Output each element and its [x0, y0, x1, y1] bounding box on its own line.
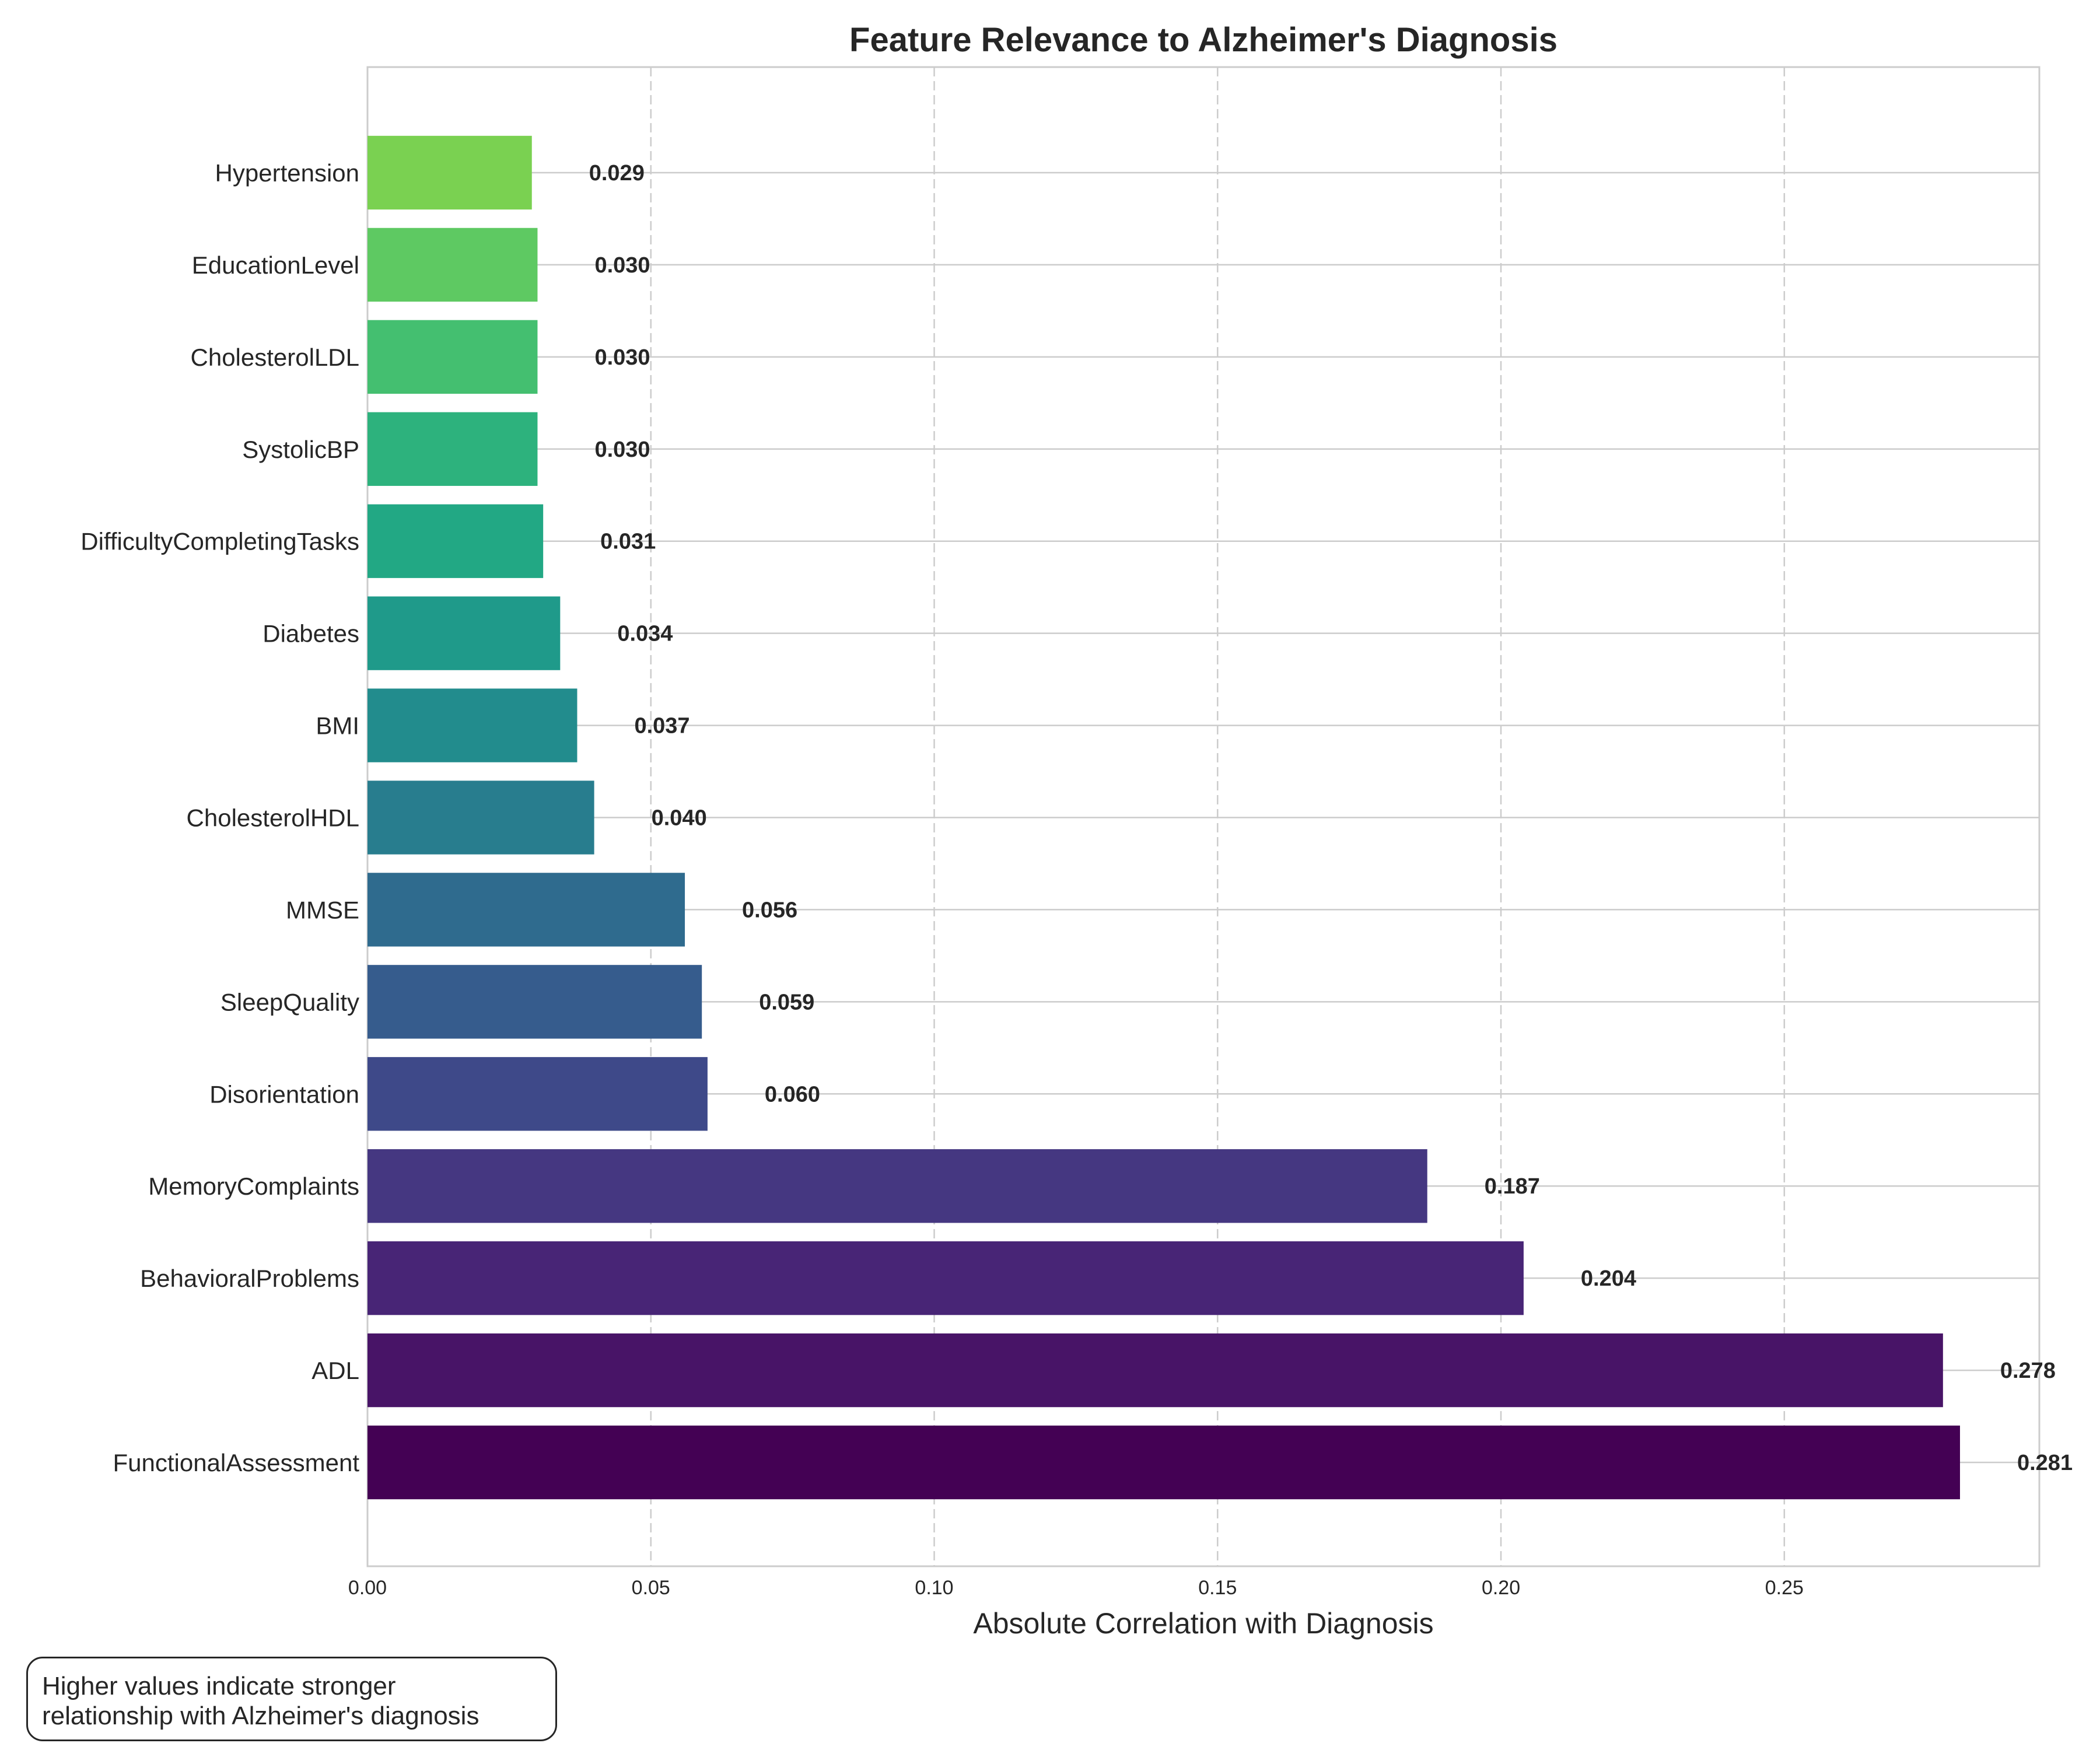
category-label: DifficultyCompletingTasks — [80, 528, 359, 555]
value-label: 0.204 — [1581, 1266, 1636, 1291]
category-label: MemoryComplaints — [148, 1172, 359, 1200]
category-label: SystolicBP — [242, 436, 359, 463]
plot-area — [366, 66, 2041, 1567]
bar — [368, 412, 538, 486]
bar — [368, 688, 578, 762]
category-label: FunctionalAssessment — [113, 1449, 359, 1476]
category-label: CholesterolHDL — [187, 804, 359, 832]
category-label: BMI — [316, 712, 359, 740]
x-tick-label: 0.20 — [1482, 1577, 1520, 1599]
value-label: 0.060 — [765, 1082, 820, 1107]
bar — [368, 780, 594, 855]
x-tick-label: 0.05 — [632, 1577, 670, 1599]
x-axis-label: Absolute Correlation with Diagnosis — [973, 1607, 1433, 1640]
value-label: 0.059 — [759, 990, 814, 1014]
category-label: SleepQuality — [220, 988, 359, 1016]
value-label: 0.187 — [1485, 1174, 1540, 1199]
value-label: 0.278 — [2000, 1359, 2056, 1383]
bar — [368, 1241, 1524, 1315]
bar — [368, 596, 561, 670]
category-label: Diabetes — [262, 620, 359, 648]
category-label: MMSE — [286, 896, 359, 923]
value-label: 0.040 — [652, 806, 707, 831]
category-label: Disorientation — [209, 1080, 359, 1108]
bar — [368, 1149, 1427, 1223]
value-label: 0.029 — [589, 161, 645, 186]
category-label: BehavioralProblems — [140, 1265, 359, 1292]
value-label: 0.037 — [634, 714, 690, 738]
x-tick-label: 0.10 — [915, 1577, 953, 1599]
bar — [368, 320, 538, 394]
annotation-line-1: Higher values indicate stronger — [42, 1672, 396, 1700]
bar — [368, 965, 702, 1039]
value-label: 0.031 — [600, 530, 656, 554]
category-label: Hypertension — [215, 159, 359, 187]
labels: 0.00 0.05 0.10 0.15 0.20 0.25 FunctionalAssess… — [80, 159, 2073, 1599]
x-tick-label: 0.15 — [1198, 1577, 1237, 1599]
annotation-box: Higher values indicate stronger relation… — [26, 1657, 557, 1741]
value-label: 0.030 — [594, 253, 650, 278]
bar — [368, 1057, 708, 1131]
annotation-line-2: relationship with Alzheimer's diagnosis — [42, 1702, 480, 1730]
value-label: 0.030 — [594, 345, 650, 370]
bar — [368, 504, 544, 578]
bar — [368, 873, 685, 947]
value-label: 0.030 — [594, 438, 650, 462]
bar — [368, 228, 538, 302]
category-label: EducationLevel — [192, 251, 359, 279]
value-label: 0.034 — [617, 622, 673, 646]
category-label: ADL — [312, 1357, 359, 1384]
value-label: 0.056 — [742, 898, 797, 922]
bar — [368, 1425, 1960, 1500]
chart-title: Feature Relevance to Alzheimer's Diagnos… — [849, 21, 1558, 59]
value-label: 0.281 — [2017, 1451, 2073, 1475]
x-tick-label: 0.25 — [1765, 1577, 1804, 1599]
category-label: CholesterolLDL — [191, 344, 360, 371]
bars — [368, 135, 1960, 1500]
x-tick-label: 0.00 — [348, 1577, 387, 1599]
bar — [368, 135, 532, 210]
bar — [368, 1333, 1943, 1408]
